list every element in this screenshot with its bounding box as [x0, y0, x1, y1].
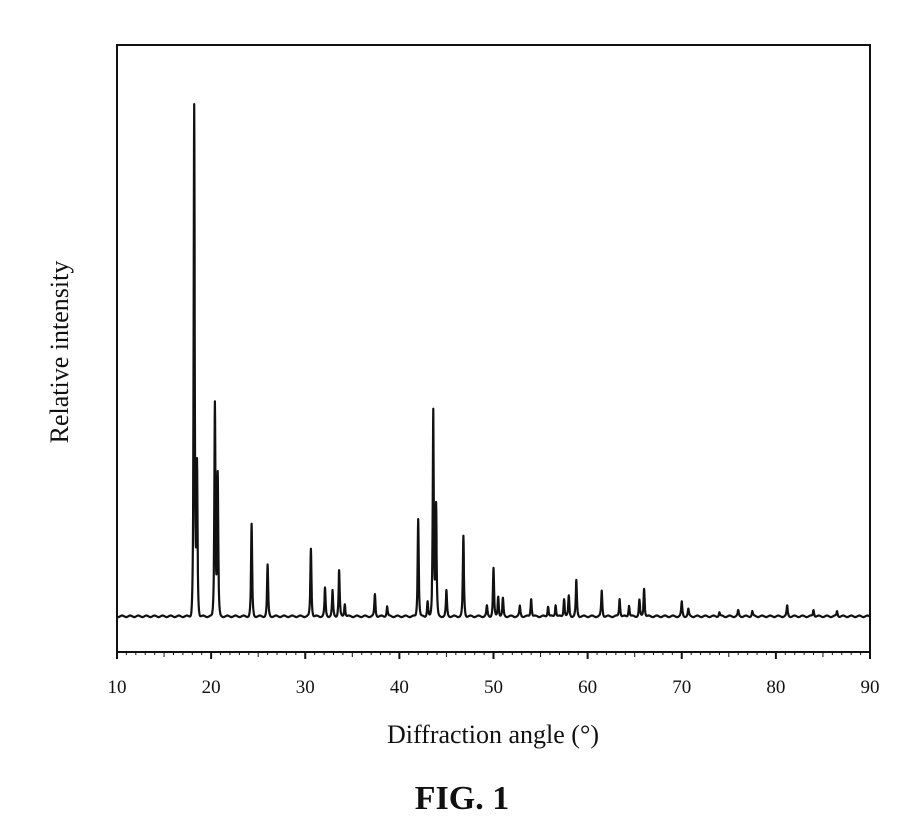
plot-frame: [117, 45, 870, 652]
x-axis-tick-labels: 10 20 30 40 50 60 70 80 90: [108, 677, 880, 698]
x-tick-label: 10: [108, 677, 127, 698]
x-tick-label: 40: [390, 677, 409, 698]
x-axis-ticks: [117, 652, 870, 659]
x-axis-label: Diffraction angle (°): [387, 720, 599, 749]
x-tick-label: 30: [296, 677, 315, 698]
x-tick-label: 20: [202, 677, 221, 698]
x-tick-label: 60: [578, 677, 597, 698]
y-axis-label: Relative intensity: [45, 261, 74, 444]
x-tick-label: 50: [484, 677, 503, 698]
figure-caption: FIG. 1: [0, 780, 924, 818]
peak-markers: [193, 105, 838, 613]
x-tick-label: 70: [672, 677, 691, 698]
diffraction-pattern-line: [117, 104, 870, 617]
x-tick-label: 90: [861, 677, 880, 698]
x-tick-label: 80: [766, 677, 785, 698]
